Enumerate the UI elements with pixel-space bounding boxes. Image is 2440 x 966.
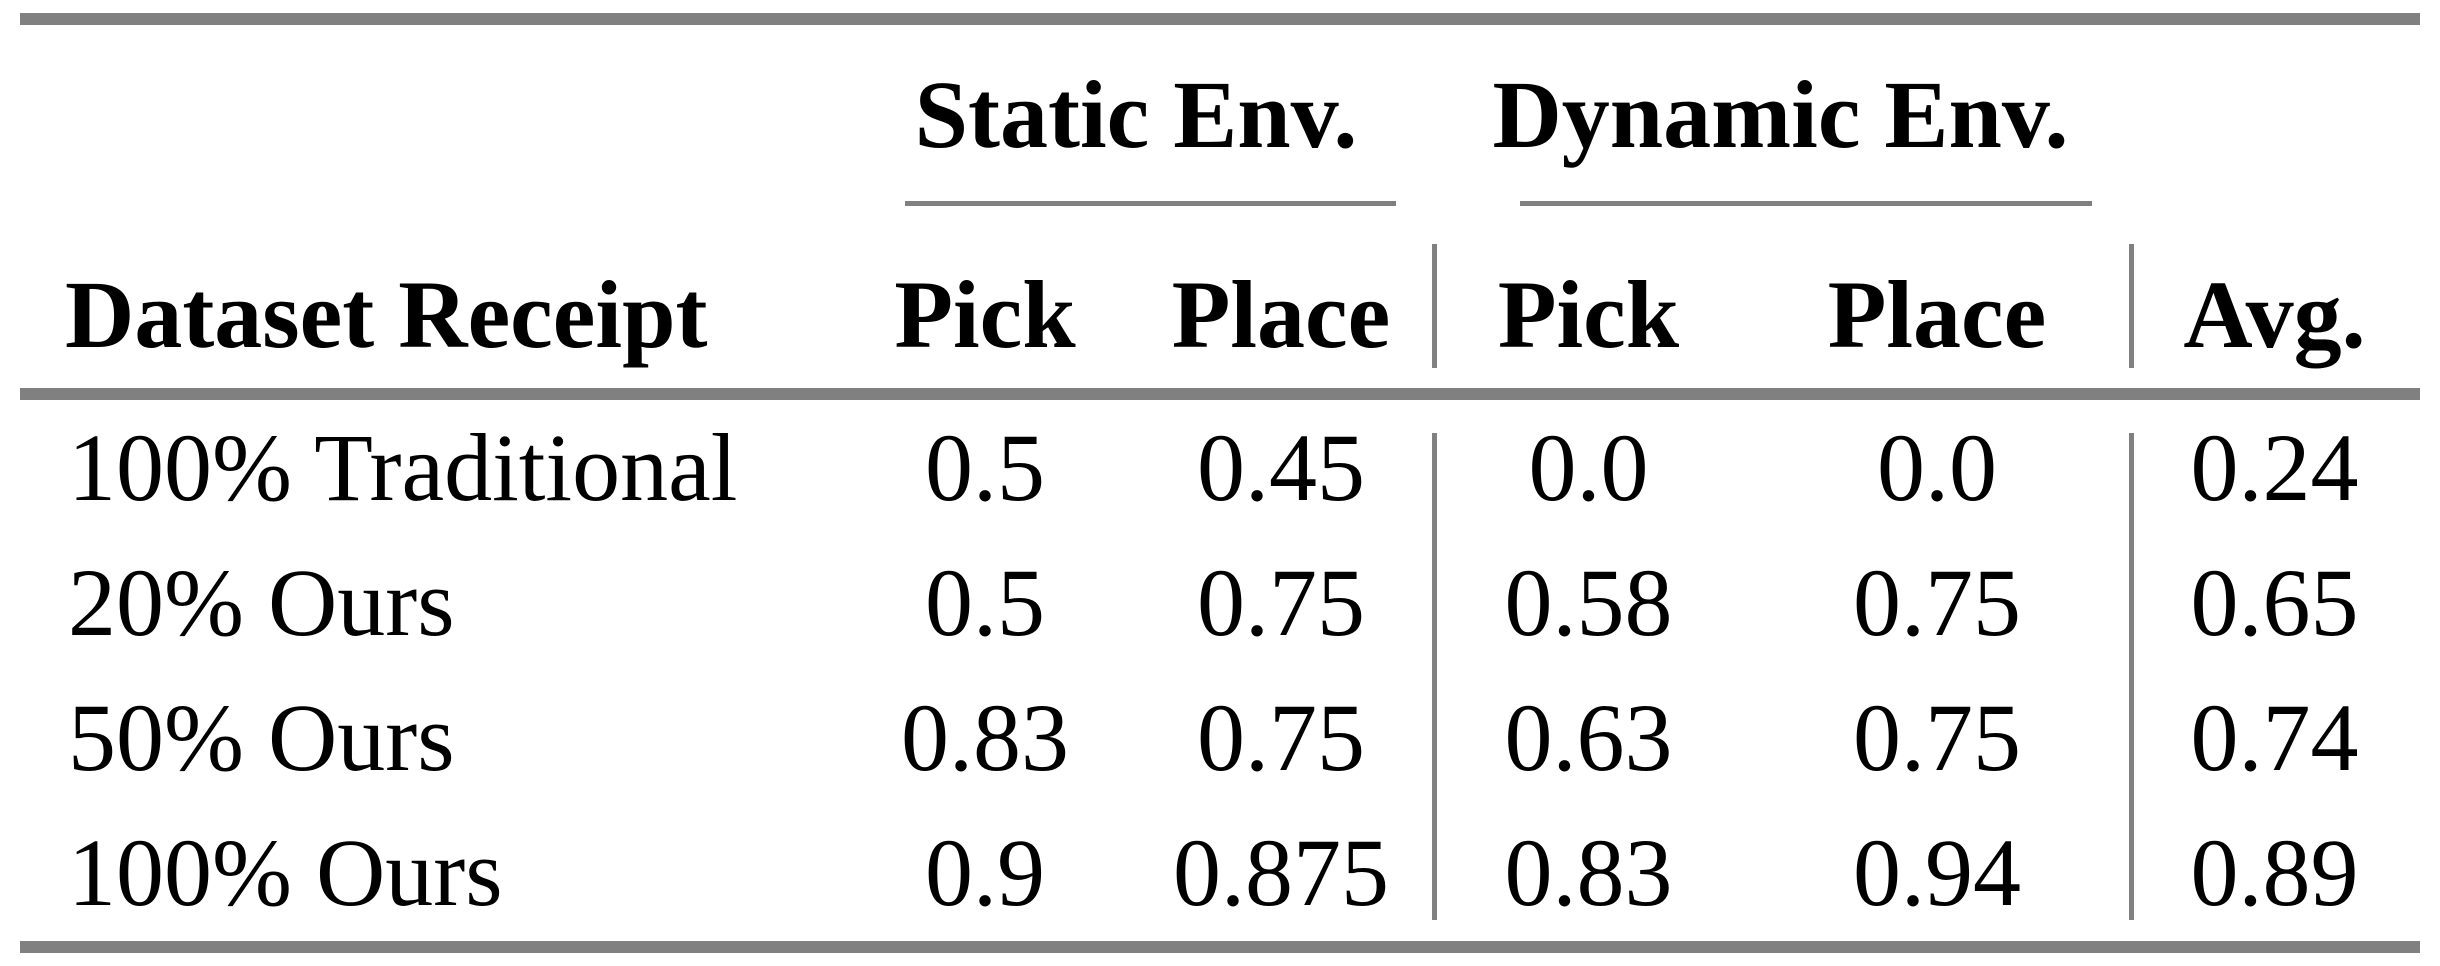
group-row-spacer-right	[2129, 25, 2420, 207]
column-header-dynamic-place: Place	[1827, 260, 2047, 368]
bottom-rule	[20, 941, 2420, 953]
cell-dynamic-place: 0.75	[1853, 548, 2021, 656]
separator-dynamic-avg-header	[2129, 244, 2134, 368]
static-group-underline	[905, 201, 1396, 206]
separator-dynamic-avg-body	[2129, 433, 2134, 920]
results-table: Static Env. Dynamic Env. Dataset Receipt…	[20, 0, 2420, 966]
cell-dynamic-place: 0.0	[1877, 413, 1997, 521]
row-label: 100% Traditional	[68, 413, 738, 521]
group-label-static: Static Env.	[914, 61, 1358, 168]
top-rule	[20, 13, 2420, 25]
column-header-static-pick: Pick	[894, 260, 1076, 368]
cell-static-pick: 0.5	[925, 413, 1045, 521]
group-header-static: Static Env.	[840, 25, 1432, 207]
cell-static-pick: 0.5	[925, 548, 1045, 656]
cell-dynamic-pick: 0.58	[1504, 548, 1673, 656]
row-label: 20% Ours	[68, 548, 455, 656]
cell-dynamic-pick: 0.0	[1528, 413, 1649, 521]
cell-static-place: 0.75	[1197, 683, 1365, 791]
column-header-static-place: Place	[1171, 260, 1391, 368]
group-row-spacer-left	[20, 25, 840, 207]
cell-dynamic-place: 0.75	[1853, 683, 2021, 791]
results-grid: Static Env. Dynamic Env. Dataset Receipt…	[20, 25, 2420, 941]
cell-static-place: 0.875	[1173, 819, 1389, 926]
cell-static-pick: 0.83	[901, 683, 1069, 791]
cell-avg: 0.89	[2190, 819, 2359, 926]
cell-avg: 0.74	[2190, 683, 2359, 791]
separator-static-dynamic-body	[1432, 433, 1437, 920]
column-header-dynamic-pick: Pick	[1497, 260, 1680, 368]
cell-static-pick: 0.9	[925, 819, 1045, 926]
group-label-dynamic: Dynamic Env.	[1492, 61, 2069, 168]
cell-dynamic-pick: 0.83	[1504, 819, 1673, 926]
row-label: 50% Ours	[68, 683, 455, 791]
header-body-rule	[20, 388, 2420, 400]
column-header-avg: Avg.	[2183, 260, 2366, 368]
separator-static-dynamic-header	[1432, 244, 1437, 368]
cell-static-place: 0.75	[1197, 548, 1365, 656]
group-header-dynamic: Dynamic Env.	[1432, 25, 2129, 207]
cell-static-place: 0.45	[1197, 413, 1365, 521]
cell-dynamic-pick: 0.63	[1504, 683, 1673, 791]
cell-avg: 0.24	[2190, 413, 2359, 521]
column-header-dataset-receipt: Dataset Receipt	[65, 260, 708, 368]
cell-avg: 0.65	[2190, 548, 2359, 656]
row-label: 100% Ours	[68, 819, 503, 926]
cell-dynamic-place: 0.94	[1853, 819, 2021, 926]
dynamic-group-underline	[1520, 201, 2092, 206]
